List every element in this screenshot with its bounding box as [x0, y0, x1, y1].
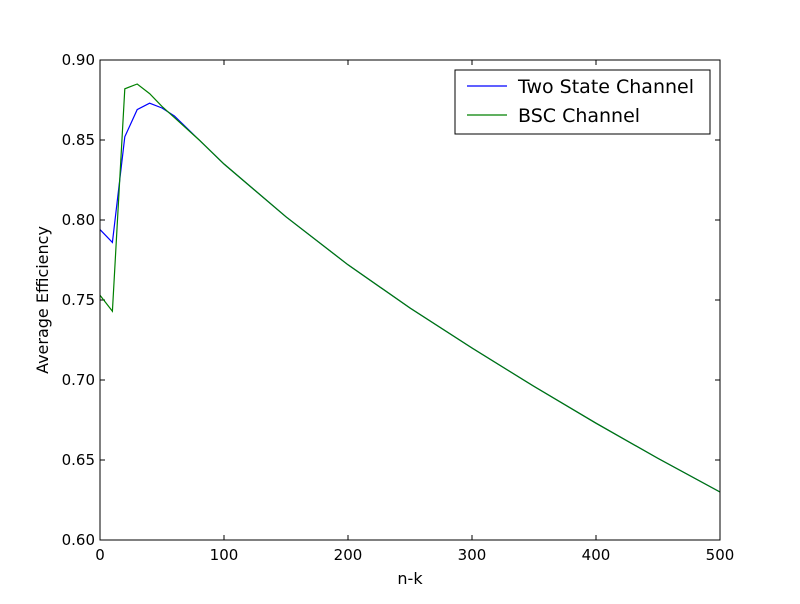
legend-label-two-state-channel: Two State Channel [517, 76, 694, 98]
series-line-bsc-channel [99, 83, 721, 493]
y-tick-label: 0.80 [62, 211, 95, 229]
x-tick-label: 0 [95, 546, 105, 564]
x-axis-label: n-k [397, 569, 423, 588]
x-tick-label: 100 [210, 546, 239, 564]
y-tick-label: 0.90 [62, 51, 95, 69]
y-tick-label: 0.85 [62, 131, 95, 149]
series-layer [99, 83, 721, 493]
y-axis-label: Average Efficiency [33, 226, 52, 374]
x-tick-label: 400 [582, 546, 611, 564]
x-tick-label: 200 [334, 546, 363, 564]
y-tick-label: 0.65 [62, 451, 95, 469]
y-tick-label: 0.60 [62, 531, 95, 549]
ticks-layer: 0 100 200 300 400 500 0.60 0.65 0.70 0.75 0.80 0.85… [62, 51, 735, 564]
legend-box [454, 69, 711, 135]
series-line-two-state-channel [99, 102, 721, 493]
legend: Two State Channel BSC Channel [454, 69, 711, 135]
y-tick-label: 0.75 [62, 291, 95, 309]
plot-area-frame [99, 59, 721, 541]
x-tick-label: 500 [706, 546, 735, 564]
y-tick-label: 0.70 [62, 371, 95, 389]
x-tick-label: 300 [458, 546, 487, 564]
legend-label-bsc-channel: BSC Channel [518, 105, 640, 127]
